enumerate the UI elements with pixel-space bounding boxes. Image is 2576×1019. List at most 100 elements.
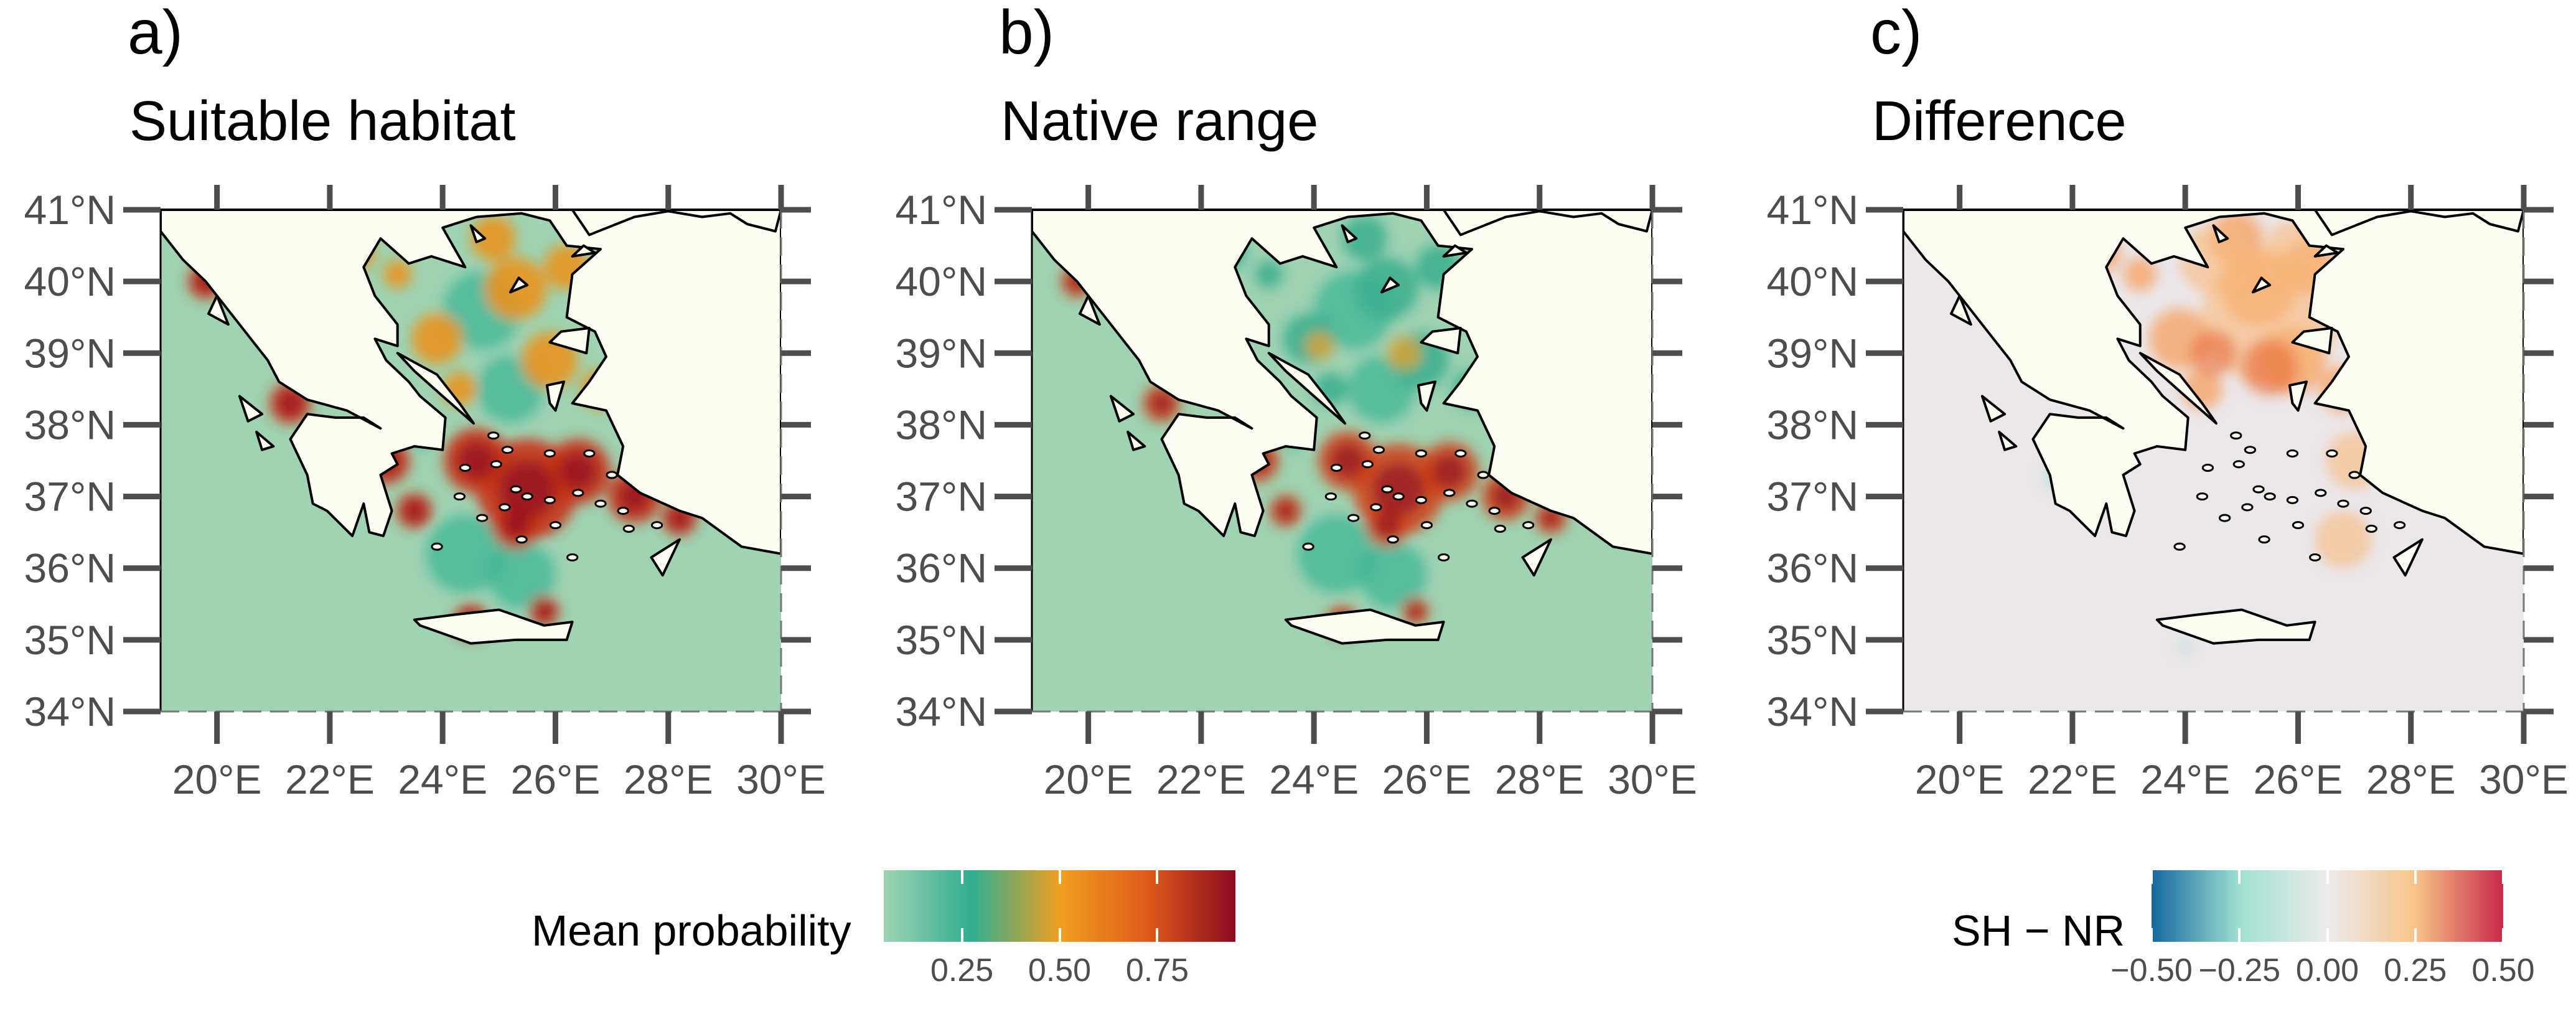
y-tick-label: 39°N	[896, 330, 987, 376]
habitat-patch	[2191, 331, 2236, 376]
habitat-patch	[1407, 603, 1423, 619]
legend-tick-mark	[2238, 928, 2241, 942]
island-outline	[1415, 449, 1428, 458]
land	[1903, 210, 2524, 645]
legend-tick-label: 0.25	[930, 952, 994, 988]
panel-title: Difference	[1872, 90, 2127, 153]
island-outline	[396, 352, 475, 425]
y-tick-label: 40°N	[24, 258, 116, 304]
island-outline	[2241, 503, 2254, 512]
y-tick-label: 40°N	[1767, 258, 1858, 304]
x-tick-label: 20°E	[172, 756, 262, 802]
y-tick-label: 34°N	[1767, 688, 1858, 735]
habitat-patch	[404, 500, 425, 521]
map-plot: 41°N 40°N 39°N 38°N 37°N 36°N 35°N 34°N 20°E 22°E…	[24, 185, 826, 802]
x-tick-label: 26°E	[2254, 756, 2343, 802]
island-outline	[1380, 276, 1400, 294]
legend-tick-mark	[960, 870, 963, 884]
island-outline	[2313, 244, 2339, 258]
x-tick-label: 26°E	[511, 756, 601, 802]
island-outline	[2392, 538, 2424, 577]
island-outline	[475, 514, 489, 522]
legend-tick-mark	[2502, 928, 2504, 942]
island-outline	[2286, 449, 2299, 458]
habitat-patch	[278, 391, 302, 415]
island-outline	[1372, 446, 1385, 454]
panel-difference: c) Difference 41°N 40°N 39°N 38°N 37°N 36°N 35…	[1743, 0, 2576, 828]
island-outline	[1442, 244, 1468, 258]
island-outline	[1341, 224, 1358, 243]
island-outline	[1494, 524, 1506, 533]
habitat-patch	[2241, 339, 2298, 396]
panel-title: Suitable habitat	[129, 90, 516, 153]
legend-tick-label: 0.00	[2295, 952, 2359, 988]
island-outline	[2337, 499, 2349, 508]
island-outline	[2258, 535, 2270, 544]
island-outline	[1437, 553, 1450, 561]
island-outline	[1417, 380, 1436, 412]
y-tick-label: 40°N	[896, 258, 987, 304]
island-outline	[1370, 503, 1382, 512]
island-outline	[549, 521, 562, 530]
legend-tick-mark	[1058, 928, 1061, 942]
thrace-coast	[571, 210, 781, 237]
legend-tick-label: 0.25	[2384, 952, 2447, 988]
habitat-patch	[411, 313, 462, 365]
legend-tick-mark	[1058, 870, 1061, 884]
island-outline	[1392, 492, 1405, 501]
legend-tick-label: −0.50	[2110, 952, 2193, 988]
island-outline	[2244, 446, 2257, 454]
island-outline	[1420, 521, 1433, 530]
y-tick-label: 41°N	[24, 187, 116, 233]
legend-tick-mark	[2150, 928, 2153, 942]
y-tick-label: 36°N	[1767, 545, 1858, 591]
y-tick-label: 35°N	[24, 617, 116, 663]
habitat-patch	[1276, 501, 1295, 520]
island-outline	[2308, 553, 2321, 561]
y-tick-label: 35°N	[1767, 617, 1858, 663]
island-outline	[1359, 431, 1371, 440]
habitat-patch	[1342, 215, 1388, 261]
x-tick-label: 28°E	[624, 756, 713, 802]
legend-tick-mark	[960, 928, 963, 942]
habitat-patch	[1375, 512, 1400, 538]
island-outline	[1302, 542, 1314, 551]
legend-mean-probability: Mean probability 0.25 0.50 0.75	[529, 865, 1276, 1008]
y-tick-label: 37°N	[24, 474, 116, 520]
island-outline	[1381, 485, 1393, 494]
island-outline	[572, 489, 584, 497]
habitat-patch	[535, 603, 553, 620]
island-outline	[1998, 430, 2018, 451]
island-outline	[650, 521, 663, 530]
island-outline	[2359, 507, 2372, 515]
y-tick-label: 34°N	[24, 688, 116, 735]
y-tick-label: 34°N	[896, 688, 987, 735]
x-tick-label: 30°E	[1608, 756, 1697, 802]
x-tick-label: 26°E	[1382, 756, 1472, 802]
legend-tick-mark	[2414, 870, 2417, 884]
map-plot: 41°N 40°N 39°N 38°N 37°N 36°N 35°N 34°N 20°E 22°E…	[1767, 185, 2569, 802]
y-tick-label: 38°N	[24, 401, 116, 448]
land	[1032, 210, 1652, 645]
island-outline	[606, 471, 618, 479]
island-outline	[1488, 507, 1501, 515]
island-outline	[545, 380, 565, 412]
island-outline	[207, 294, 230, 326]
island-outline	[1443, 489, 1456, 497]
y-tick-label: 39°N	[1767, 330, 1858, 376]
x-tick-label: 28°E	[1495, 756, 1585, 802]
island-outline	[2212, 224, 2229, 243]
island-outline	[2173, 542, 2186, 551]
island-outline	[238, 395, 264, 423]
island-outline	[508, 276, 529, 294]
island-outline	[459, 464, 472, 472]
island-outline	[2230, 431, 2242, 440]
panel-suitable-habitat: a) Suitable habitat 41°N 40°N 39°N 38°N 37°N…	[0, 0, 859, 828]
x-tick-label: 24°E	[1269, 756, 1359, 802]
island-outline	[510, 485, 522, 494]
island-outline	[1415, 495, 1428, 504]
island-outline	[2251, 276, 2272, 294]
island-outline	[1420, 327, 1462, 355]
island-outline	[566, 553, 579, 561]
panel-tag: b)	[999, 0, 1054, 67]
